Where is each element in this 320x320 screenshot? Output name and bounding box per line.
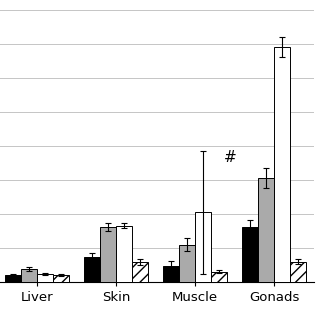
- Bar: [21, 269, 37, 282]
- Bar: [132, 262, 148, 282]
- Bar: [37, 274, 53, 282]
- Bar: [290, 262, 306, 282]
- Bar: [100, 227, 116, 282]
- Text: #: #: [224, 150, 237, 165]
- Bar: [179, 244, 195, 282]
- Bar: [164, 266, 179, 282]
- Bar: [84, 257, 100, 282]
- Bar: [274, 47, 290, 282]
- Bar: [195, 212, 211, 282]
- Bar: [211, 272, 227, 282]
- Bar: [258, 178, 274, 282]
- Bar: [243, 227, 258, 282]
- Bar: [53, 276, 69, 282]
- Bar: [5, 276, 21, 282]
- Bar: [116, 226, 132, 282]
